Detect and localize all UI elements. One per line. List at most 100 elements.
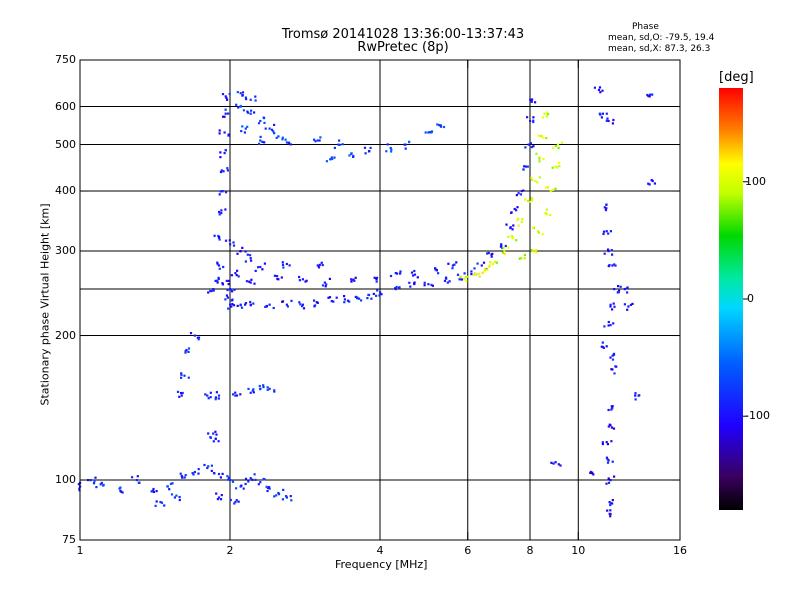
- echo-point: [245, 280, 248, 283]
- echo-point: [282, 266, 285, 269]
- echo-point: [529, 200, 532, 203]
- echo-point: [612, 352, 616, 355]
- echo-point: [214, 396, 217, 399]
- echo-point: [318, 139, 321, 142]
- echo-point: [204, 393, 207, 396]
- echo-point: [219, 498, 223, 501]
- phase-colorbar: [719, 88, 743, 510]
- echo-point: [281, 261, 284, 264]
- y-tick-label: 75: [62, 533, 76, 546]
- echo-point: [214, 279, 217, 282]
- data-points: [77, 86, 656, 518]
- y-tick-label: 300: [55, 244, 76, 257]
- echo-point: [207, 432, 210, 435]
- echo-point: [197, 468, 200, 471]
- echo-point: [288, 264, 291, 267]
- echo-point: [614, 264, 617, 267]
- echo-point: [237, 275, 240, 278]
- echo-point: [487, 251, 490, 255]
- echo-point: [249, 112, 252, 115]
- echo-point: [265, 304, 268, 308]
- echo-point: [241, 125, 244, 128]
- echo-point: [539, 134, 542, 138]
- echo-point: [229, 498, 232, 502]
- echo-point: [222, 265, 225, 269]
- echo-point: [261, 268, 264, 271]
- echo-point: [87, 479, 90, 482]
- echo-point: [607, 477, 610, 480]
- echo-point: [262, 384, 265, 387]
- echo-point: [623, 303, 626, 306]
- echo-point: [603, 206, 606, 209]
- echo-point: [178, 498, 181, 502]
- echo-point: [348, 300, 351, 303]
- echo-point: [439, 125, 443, 128]
- echo-point: [259, 139, 262, 142]
- echo-point: [509, 226, 512, 229]
- echo-point: [611, 407, 614, 410]
- echo-point: [215, 492, 218, 495]
- x-tick-label: 6: [464, 544, 472, 557]
- echo-point: [602, 346, 605, 349]
- echo-point: [284, 138, 287, 141]
- echo-point: [247, 111, 250, 114]
- echo-point: [503, 252, 506, 256]
- echo-point: [210, 469, 213, 472]
- echo-point: [299, 303, 302, 306]
- echo-point: [94, 476, 97, 479]
- echo-point: [249, 304, 252, 307]
- echo-point: [446, 281, 449, 284]
- echo-point: [233, 288, 236, 291]
- echo-point: [653, 182, 656, 185]
- echo-point: [239, 104, 242, 108]
- echo-point: [397, 286, 401, 289]
- echo-point: [254, 478, 257, 481]
- echo-point: [286, 305, 289, 308]
- echo-point: [482, 261, 486, 264]
- echo-point: [424, 131, 427, 134]
- x-tick-label: 16: [673, 544, 687, 557]
- echo-point: [325, 283, 328, 286]
- echo-point: [556, 166, 559, 169]
- echo-point: [516, 219, 519, 222]
- echo-point: [500, 243, 503, 246]
- echo-point: [648, 95, 651, 98]
- echo-point: [319, 136, 322, 139]
- echo-point: [445, 277, 448, 280]
- echo-point: [218, 235, 221, 239]
- echo-point: [612, 427, 616, 430]
- echo-point: [180, 376, 183, 379]
- echo-point: [532, 119, 535, 122]
- echo-point: [529, 119, 532, 123]
- echo-point: [217, 397, 220, 400]
- echo-point: [234, 394, 237, 397]
- echo-point: [607, 248, 610, 251]
- echo-point: [265, 485, 268, 488]
- echo-point: [184, 351, 187, 354]
- echo-point: [235, 394, 239, 397]
- echo-point: [220, 212, 223, 215]
- echo-point: [244, 250, 247, 253]
- echo-point: [227, 279, 231, 282]
- y-tick-label: 500: [55, 137, 76, 151]
- echo-point: [600, 116, 603, 119]
- echo-point: [458, 278, 461, 281]
- echo-point: [629, 303, 632, 306]
- echo-point: [268, 303, 271, 306]
- echo-point: [276, 275, 279, 278]
- echo-point: [605, 112, 608, 115]
- echo-point: [257, 266, 260, 269]
- echo-point: [272, 306, 275, 310]
- y-tick-label: 750: [55, 53, 76, 66]
- echo-point: [324, 285, 327, 288]
- echo-point: [447, 262, 450, 265]
- echo-point: [604, 209, 607, 212]
- echo-point: [180, 474, 183, 478]
- echo-point: [301, 303, 304, 306]
- echo-point: [605, 456, 608, 459]
- echo-point: [554, 165, 557, 168]
- echo-point: [343, 301, 346, 304]
- echo-point: [313, 138, 316, 141]
- echo-point: [523, 165, 526, 168]
- echo-point: [242, 109, 245, 112]
